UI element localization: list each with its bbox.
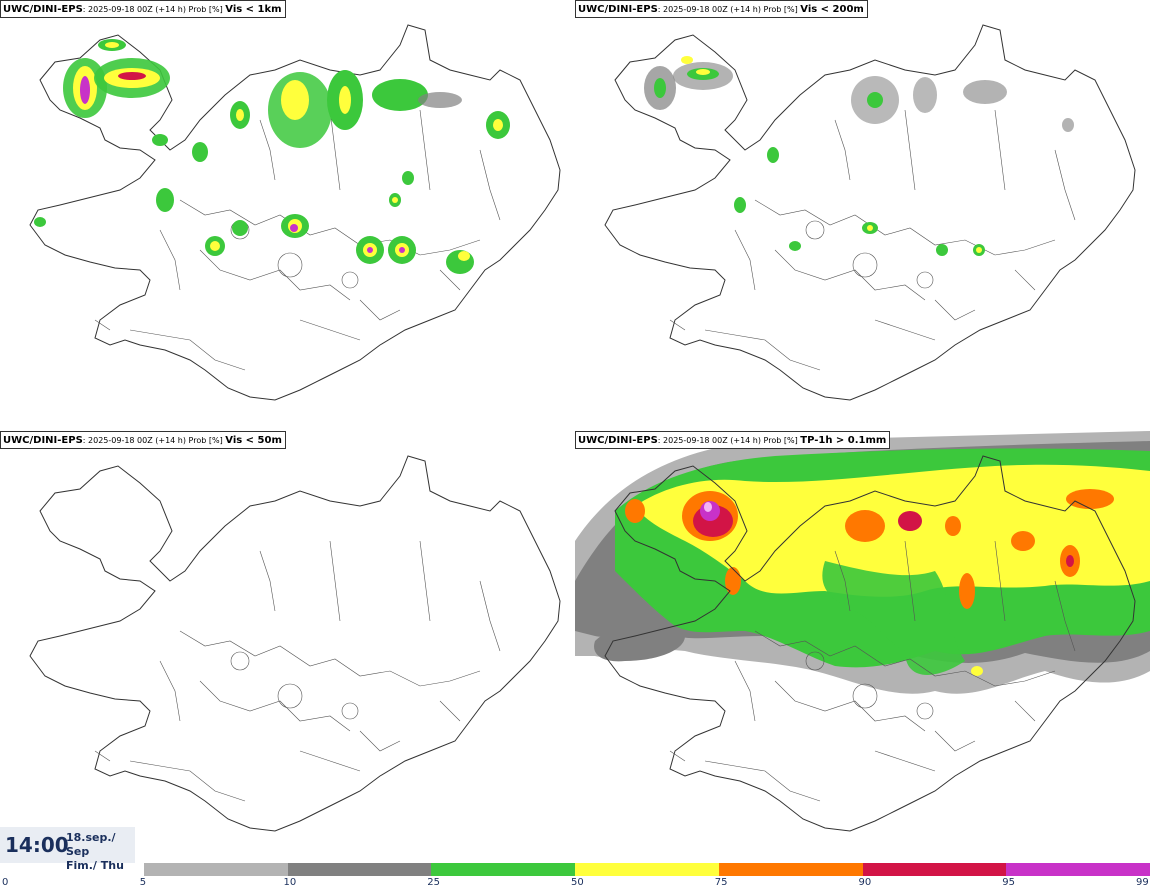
legend-swatch (575, 863, 719, 876)
probability-blobs (644, 56, 1074, 256)
legend-tick-label: 25 (427, 877, 440, 888)
legend-swatch (143, 863, 288, 876)
precip-field (575, 431, 1150, 694)
map-panel-precip: UWC/DINI-EPS: 2025-09-18 00Z (+14 h) Pro… (575, 431, 1150, 861)
probability-legend: 0 5 10 25 50 75 90 95 99 (0, 862, 1150, 891)
iceland-map-vis-1km (29, 24, 561, 401)
legend-tick-label: 99 (1136, 877, 1149, 888)
legend-swatch (287, 863, 432, 876)
panel-run: 2025-09-18 00Z (+14 h) Prob [%] (88, 5, 223, 14)
panel-source: UWC/DINI-EPS (578, 4, 658, 15)
legend-tick-label: 95 (1002, 877, 1015, 888)
valid-time-box: 14:00 18.sep./ Sep Fim./ Thu (0, 827, 135, 872)
panel-title: UWC/DINI-EPS: 2025-09-18 00Z (+14 h) Pro… (0, 0, 286, 18)
iceland-map-vis-200m (604, 24, 1136, 401)
legend-swatch (1006, 863, 1150, 876)
probability-blobs (34, 39, 510, 274)
legend-swatch (718, 863, 863, 876)
legend-tick-label: 50 (571, 877, 584, 888)
panel-variable: Vis < 50m (225, 435, 282, 446)
panel-title: UWC/DINI-EPS: 2025-09-18 00Z (+14 h) Pro… (0, 431, 286, 449)
panel-title: UWC/DINI-EPS: 2025-09-18 00Z (+14 h) Pro… (575, 431, 891, 449)
valid-date: 18.sep./ Sep Fim./ Thu (66, 831, 135, 873)
panel-run: 2025-09-18 00Z (+14 h) Prob [%] (663, 5, 798, 14)
panel-run: 2025-09-18 00Z (+14 h) Prob [%] (663, 436, 798, 445)
day-line: Fim./ Thu (66, 859, 124, 872)
legend-swatch (862, 863, 1007, 876)
legend-swatch (431, 863, 575, 876)
valid-time: 14:00 (5, 833, 69, 857)
legend-tick-label: 10 (283, 877, 297, 888)
panel-source: UWC/DINI-EPS (578, 435, 658, 446)
panel-source: UWC/DINI-EPS (3, 4, 83, 15)
panel-variable: Vis < 200m (800, 4, 864, 15)
legend-tick-label: 90 (858, 877, 872, 888)
panel-source: UWC/DINI-EPS (3, 435, 83, 446)
legend-tick-label: 0 (2, 877, 9, 888)
panel-variable: Vis < 1km (225, 4, 282, 15)
panel-variable: TP-1h > 0.1mm (800, 435, 887, 446)
iceland-map-precip (575, 431, 1150, 832)
panel-title: UWC/DINI-EPS: 2025-09-18 00Z (+14 h) Pro… (575, 0, 868, 18)
legend-tick-label: 5 (139, 877, 147, 888)
map-panel-vis-50m: UWC/DINI-EPS: 2025-09-18 00Z (+14 h) Pro… (0, 431, 575, 861)
map-panel-vis-1km: UWC/DINI-EPS: 2025-09-18 00Z (+14 h) Pro… (0, 0, 575, 430)
panel-run: 2025-09-18 00Z (+14 h) Prob [%] (88, 436, 223, 445)
legend-tick-label: 75 (714, 877, 728, 888)
iceland-map-vis-50m (29, 455, 561, 832)
map-panel-vis-200m: UWC/DINI-EPS: 2025-09-18 00Z (+14 h) Pro… (575, 0, 1150, 430)
date-line: 18.sep./ Sep (66, 831, 116, 858)
